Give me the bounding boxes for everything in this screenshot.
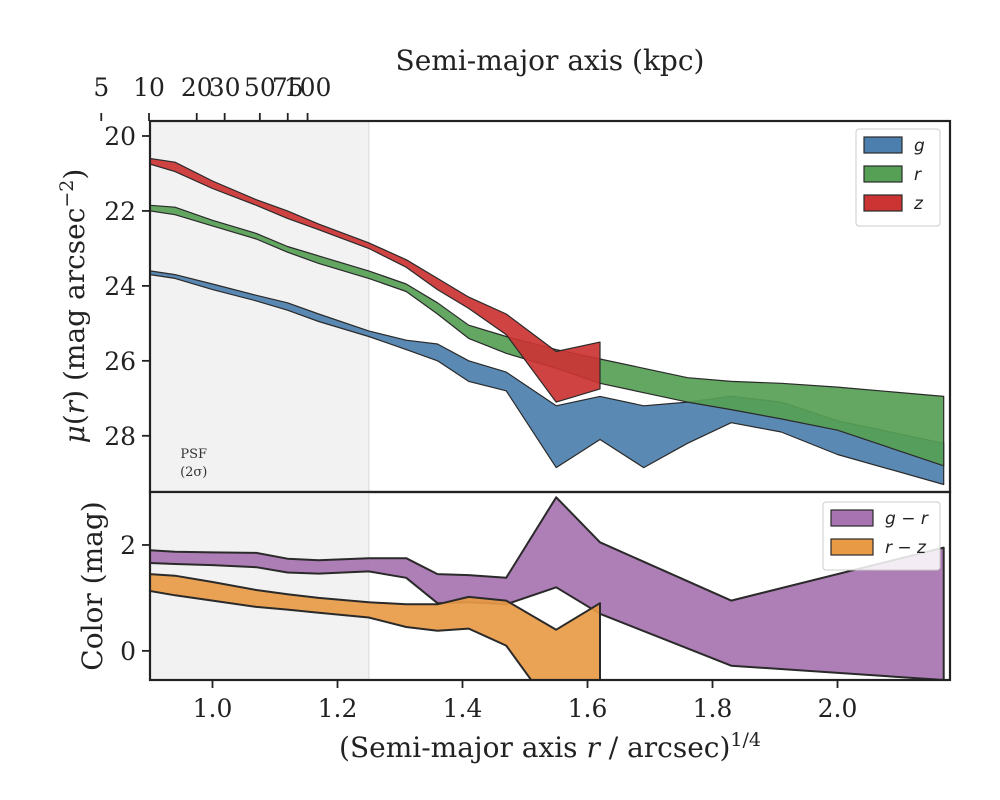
y-tick-label: 2 xyxy=(120,531,136,560)
legend-swatch xyxy=(863,194,903,212)
plot-area xyxy=(150,492,945,680)
legend-label: g xyxy=(914,136,925,156)
legend-label: r − z xyxy=(885,538,927,558)
x-tick-label: 2.0 xyxy=(818,694,858,723)
mu-paren: ( xyxy=(58,414,91,425)
band-g xyxy=(150,270,945,486)
top-tick-label: 30 xyxy=(209,73,241,102)
bottom-x-axis-label: (Semi-major axis r / arcsec)1/4 xyxy=(339,729,761,764)
top-tick-label: 20 xyxy=(181,73,213,102)
legend-label: r xyxy=(914,165,922,185)
y-tick-label: 24 xyxy=(104,272,136,301)
y-tick-label: 20 xyxy=(104,122,136,151)
band-z xyxy=(150,157,601,403)
psf-annotation-line2: (2σ) xyxy=(180,465,207,480)
legend-label: z xyxy=(913,194,924,214)
legend-swatch xyxy=(863,165,903,183)
x-tick-label: 1.2 xyxy=(318,694,358,723)
psf-annotation-line1: PSF xyxy=(180,447,207,462)
top-axis-label: Semi-major axis (kpc) xyxy=(396,44,705,77)
top-y-axis-label: μ(r) (mag arcsec−2) xyxy=(56,169,91,444)
y-tick-label: 26 xyxy=(104,347,136,376)
top-tick-label: 100 xyxy=(284,73,332,102)
psf-shaded-region xyxy=(150,121,369,492)
x-tick-label: 1.8 xyxy=(693,694,733,723)
band-rz xyxy=(150,573,601,680)
y-tick-label: 28 xyxy=(104,422,136,451)
x-tick-label: 1.6 xyxy=(568,694,608,723)
color-profile-panel: 0 2 1.0 1.2 1.4 1.6 1.8 2.0 g − r r − z xyxy=(120,490,952,723)
y-tick-label: 0 xyxy=(120,637,136,666)
band-gr xyxy=(150,496,945,680)
y-tick-label: 22 xyxy=(104,197,136,226)
legend-swatch xyxy=(830,538,874,556)
legend: g − r r − z xyxy=(822,501,941,571)
band-r xyxy=(150,204,945,467)
top-tick-label: 75 xyxy=(272,73,304,102)
top-tick-label: 5 xyxy=(93,73,109,102)
plot-area xyxy=(150,121,945,492)
x-tick-label: 1.0 xyxy=(193,694,233,723)
top-tick-label: 10 xyxy=(133,73,165,102)
x-tick-label: 1.4 xyxy=(443,694,483,723)
bottom-y-axis-label: Color (mag) xyxy=(76,501,109,670)
legend-swatch xyxy=(830,509,874,527)
mu-symbol: μ xyxy=(58,425,91,443)
legend-swatch xyxy=(863,136,903,154)
top-tick-label: 50 xyxy=(244,73,276,102)
plot-frame xyxy=(148,490,952,682)
legend-label: g − r xyxy=(885,509,929,529)
legend: grz xyxy=(855,128,941,227)
